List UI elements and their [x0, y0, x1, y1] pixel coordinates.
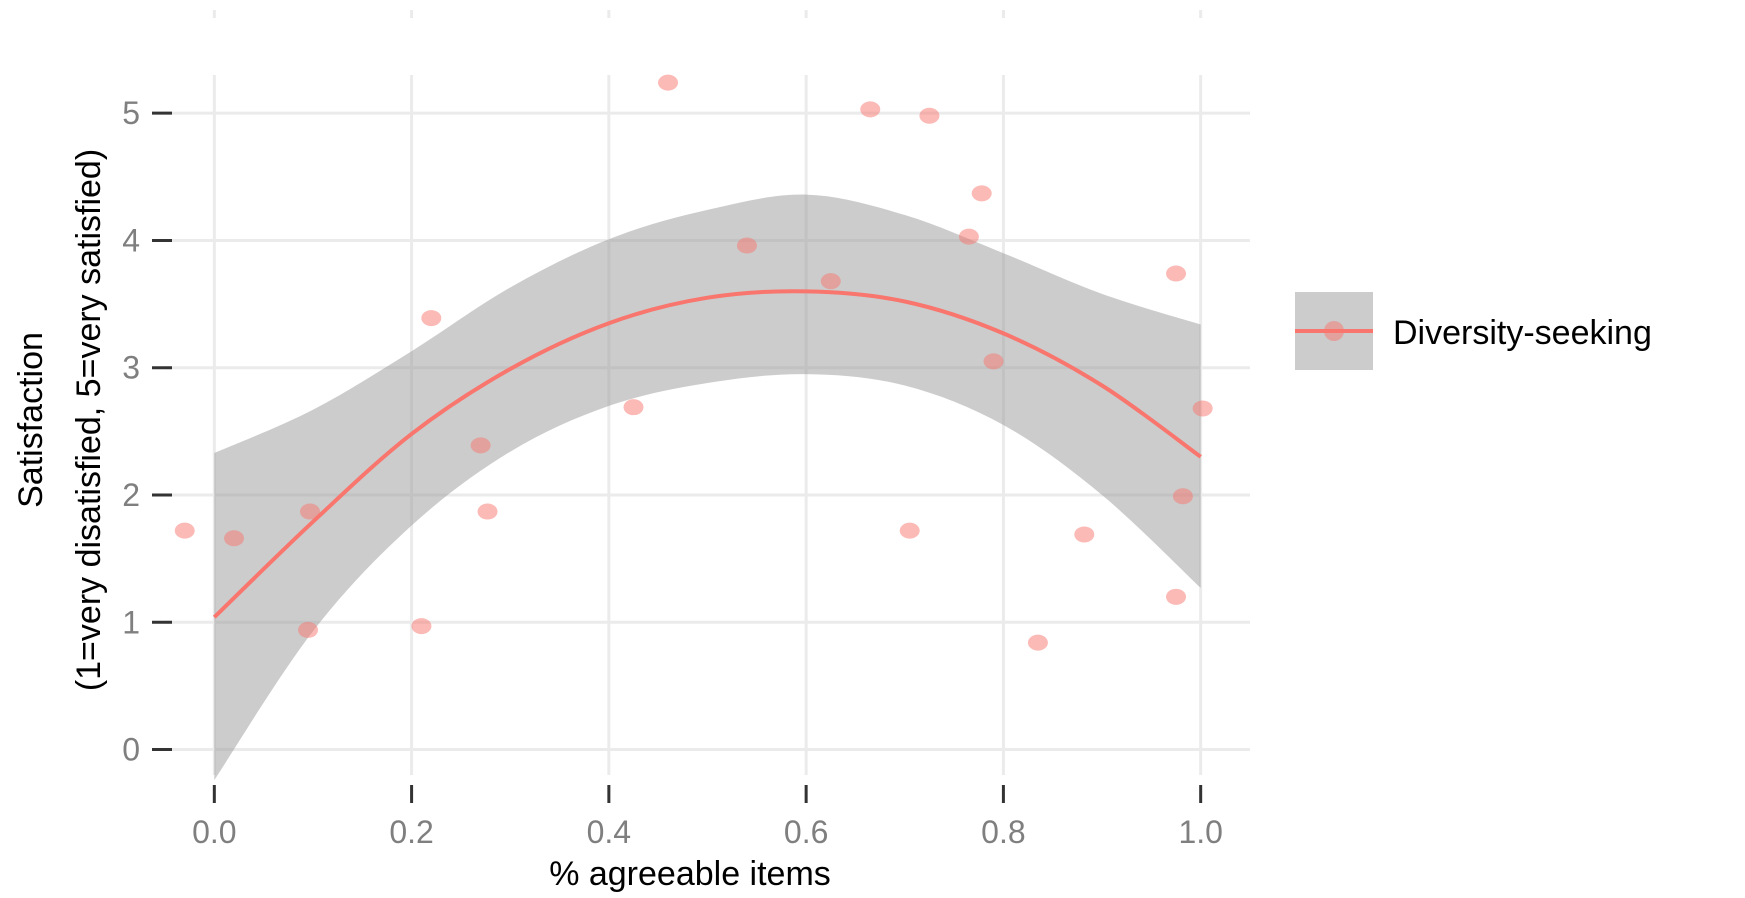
y-tick-label: 5	[122, 95, 140, 131]
scatter-point	[860, 101, 881, 118]
x-tick-label: 0.2	[389, 814, 433, 850]
scatter-point	[421, 310, 442, 327]
scatter-points	[174, 74, 1213, 651]
scatter-point	[899, 522, 920, 539]
scatter-point	[971, 185, 992, 202]
y-tick-label: 0	[122, 732, 140, 768]
scatter-point	[658, 74, 679, 91]
fit-line	[212, 289, 1202, 619]
y-tick-label: 3	[122, 350, 140, 386]
y-axis-title-line-1: Satisfaction	[12, 332, 50, 508]
y-tick-label: 1	[122, 604, 140, 640]
axes: 0 1 2 3 4 5 0.0 0.2 0.4 0.6 0.8 1.0	[122, 95, 1223, 850]
scatter-point	[298, 621, 319, 638]
scatter-point	[477, 503, 498, 520]
scatter-point	[1166, 588, 1187, 605]
confidence-band	[214, 194, 1201, 781]
scatter-point	[919, 107, 940, 124]
scatter-point	[1074, 526, 1095, 543]
scatter-point	[958, 228, 979, 245]
scatter-point	[820, 273, 841, 290]
legend-label: Diversity-seeking	[1393, 314, 1652, 352]
x-axis-title: % agreeable items	[549, 855, 831, 893]
scatter-point	[224, 530, 245, 547]
scatter-point	[470, 437, 491, 454]
legend-key-point	[1324, 321, 1344, 341]
x-tick-label: 0.8	[981, 814, 1025, 850]
legend: Diversity-seeking	[1295, 292, 1652, 370]
y-tick-label: 2	[122, 477, 140, 513]
y-axis-title: Satisfaction (1=very disatisfied, 5=very…	[12, 149, 108, 691]
scatter-point	[736, 237, 757, 254]
y-tick-label: 4	[122, 222, 140, 258]
fit-curve	[212, 289, 1202, 619]
scatter-point	[1027, 634, 1048, 651]
scatter-point	[1166, 265, 1187, 282]
scatter-point	[623, 399, 644, 416]
scatter-point	[983, 353, 1004, 370]
scatter-point	[411, 618, 432, 635]
y-axis-title-line-2: (1=very disatisfied, 5=very satisfied)	[70, 149, 108, 691]
confidence-band-area	[214, 194, 1201, 781]
x-tick-label: 0.0	[192, 814, 236, 850]
scatter-point	[1192, 400, 1213, 417]
scatter-point	[299, 503, 320, 520]
x-tick-label: 1.0	[1178, 814, 1222, 850]
scatter-point	[1172, 488, 1193, 505]
x-tick-label: 0.4	[587, 814, 631, 850]
x-tick-label: 0.6	[784, 814, 828, 850]
scatter-point	[174, 522, 195, 539]
